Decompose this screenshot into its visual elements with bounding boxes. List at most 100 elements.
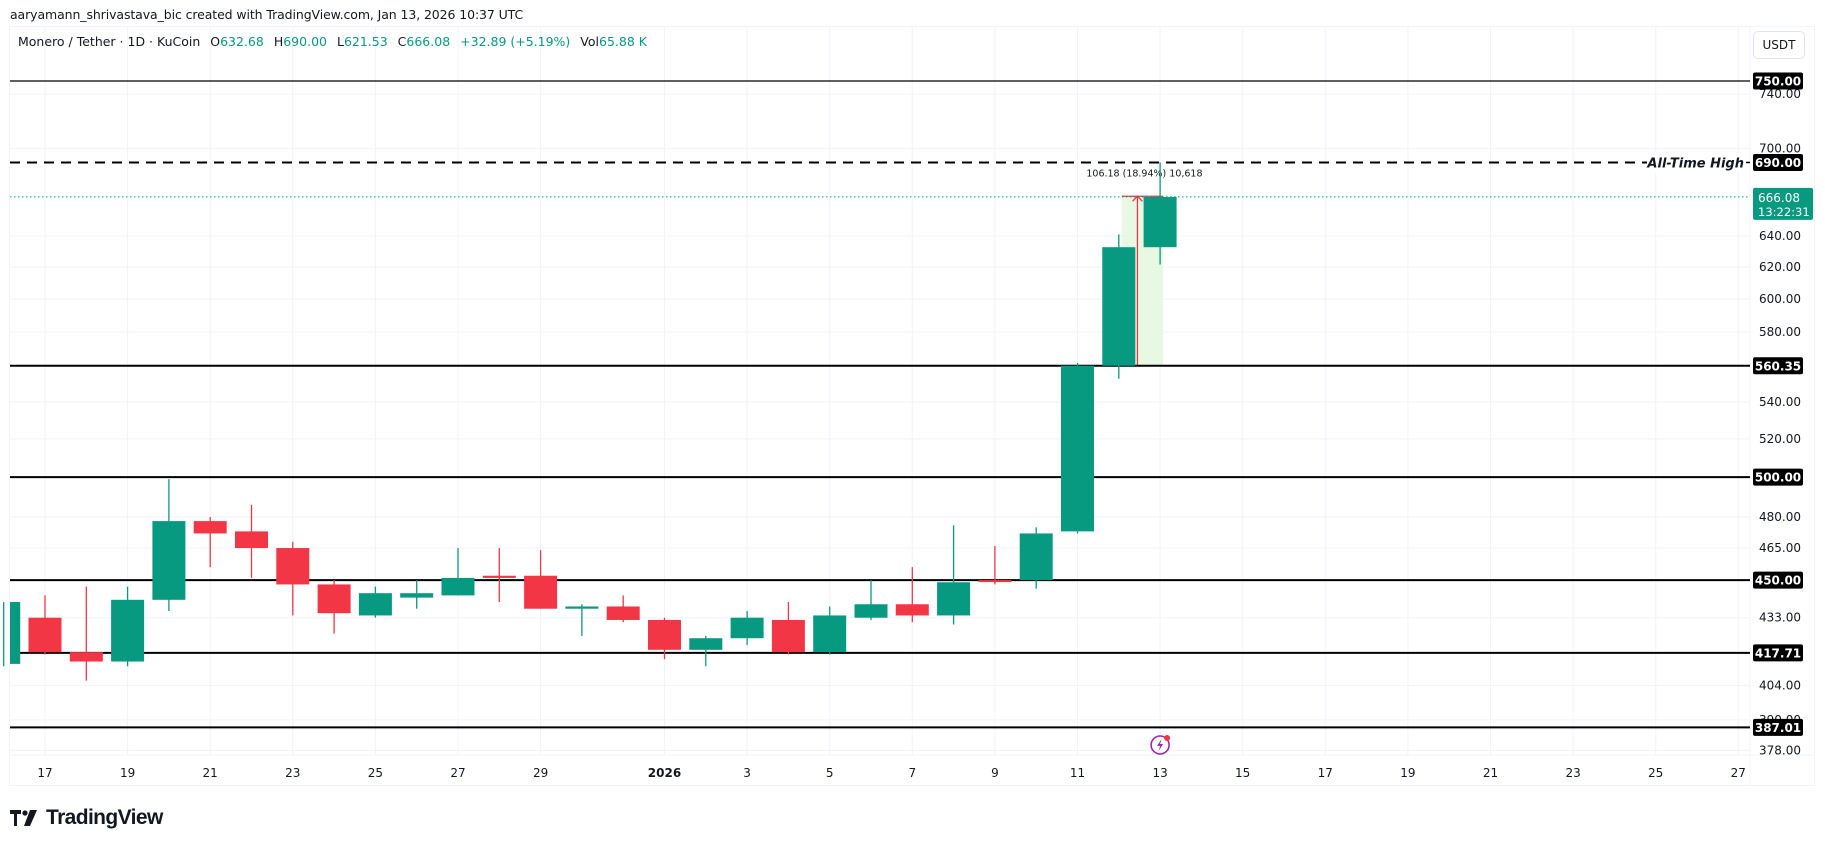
time-tick-label: 15 [1235, 766, 1250, 780]
measure-arrowhead-icon [1131, 195, 1143, 202]
time-tick-label: 21 [203, 766, 218, 780]
candle-down[interactable] [69, 586, 103, 681]
candle-down[interactable] [524, 550, 558, 609]
level-price-badge [1753, 468, 1803, 486]
brand-name: TradingView [46, 806, 163, 829]
level-price-badge-text: 750.00 [1755, 75, 1801, 89]
candle-up[interactable] [854, 580, 888, 620]
chart-attribution: aaryamann_shrivastava_bic created with T… [10, 7, 524, 22]
candle-down[interactable] [235, 504, 268, 578]
candle-up[interactable] [1019, 527, 1053, 589]
time-tick-label: 17 [1318, 766, 1333, 780]
candle-down[interactable] [771, 602, 805, 655]
candle-up[interactable] [565, 604, 599, 636]
last-price-value: 666.08 [1758, 191, 1800, 205]
event-lightning-icon[interactable] [1150, 735, 1171, 755]
candle-up[interactable] [400, 580, 434, 609]
candle-up[interactable] [813, 606, 847, 655]
time-tick-label: 29 [533, 766, 548, 780]
time-tick-label: 11 [1070, 766, 1085, 780]
candle-down[interactable] [606, 595, 640, 623]
candle-down[interactable] [482, 548, 516, 603]
all-time-high-label: All-Time High [1646, 156, 1744, 171]
time-tick-label: 9 [991, 766, 999, 780]
candle-up[interactable] [152, 479, 186, 611]
candle-down[interactable] [28, 595, 62, 655]
price-tick-label: 465.00 [1759, 541, 1801, 555]
candle-down[interactable] [895, 567, 929, 623]
time-tick-label: 27 [1731, 766, 1746, 780]
low-value: 621.53 [343, 34, 388, 49]
candle-up[interactable] [937, 525, 971, 625]
level-price-badge-text: 417.71 [1755, 646, 1801, 660]
level-price-badge [1753, 72, 1803, 90]
time-tick-label: 19 [120, 766, 135, 780]
price-tick-label: 433.00 [1759, 611, 1801, 625]
price-tick-label: 600.00 [1759, 292, 1801, 306]
candle-up[interactable] [441, 548, 475, 596]
chart-frame [9, 26, 1815, 786]
time-tick-label: 19 [1400, 766, 1415, 780]
time-tick-label: 7 [908, 766, 916, 780]
time-tick-label: 25 [1648, 766, 1663, 780]
candle-up[interactable] [3, 602, 21, 667]
time-tick-label: 27 [450, 766, 465, 780]
candle-down[interactable] [317, 580, 351, 634]
close-value: 666.08 [406, 34, 451, 49]
price-tick-label: 480.00 [1759, 510, 1801, 524]
tradingview-logo-icon [10, 810, 37, 826]
tradingview-logo[interactable]: TradingView [10, 806, 163, 830]
candle-down[interactable] [648, 617, 681, 660]
level-price-badge [1753, 718, 1803, 736]
level-price-badge [1753, 357, 1803, 375]
volume-value: 65.88 K [599, 34, 647, 49]
time-tick-label: 23 [285, 766, 300, 780]
last-price-badge [1753, 187, 1813, 220]
level-price-badge-text: 387.01 [1755, 721, 1801, 735]
level-price-badge-text: 450.00 [1755, 574, 1801, 588]
price-tick-label: 520.00 [1759, 432, 1801, 446]
measure-label: 106.18 (18.94%) 10,618 [1086, 168, 1202, 179]
price-tick-label: 620.00 [1759, 260, 1801, 274]
symbol-title[interactable]: Monero / Tether · 1D · KuCoin [18, 34, 201, 49]
level-price-badge-text: 500.00 [1755, 471, 1801, 485]
time-tick-label: 3 [743, 766, 751, 780]
level-price-badge [1753, 153, 1803, 171]
time-tick-label: 2026 [648, 766, 681, 780]
price-tick-label: 404.00 [1759, 678, 1801, 692]
level-price-badge-text: 560.35 [1755, 359, 1801, 373]
price-tick-label: 378.00 [1759, 743, 1801, 757]
price-tick-label: 540.00 [1759, 395, 1801, 409]
symbol-legend: Monero / Tether · 1D · KuCoin O632.68 H6… [18, 34, 647, 49]
candle-up[interactable] [1102, 234, 1136, 379]
high-value: 690.00 [283, 34, 327, 49]
candle-up[interactable] [730, 610, 764, 646]
change-value: +32.89 (+5.19%) [460, 34, 571, 49]
candle-up[interactable] [689, 635, 723, 667]
candle-up[interactable] [1143, 162, 1177, 265]
ath-label-bg [1650, 152, 1746, 173]
candle-up[interactable] [111, 586, 145, 667]
open-value: 632.68 [220, 34, 264, 49]
time-tick-label: 5 [826, 766, 834, 780]
candle-down[interactable] [978, 545, 1012, 585]
time-tick-label: 13 [1152, 766, 1167, 780]
currency-button[interactable]: USDT [1753, 31, 1805, 59]
candlestick-chart[interactable]: 740.00 700.00 640.00 620.00 600.00 580.00 540.… [0, 0, 1825, 800]
open-label: O [210, 34, 221, 49]
candle-up[interactable] [358, 586, 392, 618]
time-tick-label: 25 [368, 766, 383, 780]
close-label: C [397, 34, 407, 49]
low-label: L [336, 34, 344, 49]
time-tick-label: 23 [1565, 766, 1580, 780]
level-price-badge [1753, 644, 1803, 662]
price-tick-label: 700.00 [1759, 141, 1801, 155]
level-price-badge-text: 690.00 [1755, 156, 1801, 170]
bar-countdown: 13:22:31 [1758, 205, 1810, 219]
volume-label: Vol [580, 34, 599, 49]
time-tick-label: 21 [1483, 766, 1498, 780]
candle-down[interactable] [276, 541, 310, 616]
price-tick-label: 640.00 [1759, 229, 1801, 243]
candle-up[interactable] [1061, 362, 1094, 534]
candle-down[interactable] [193, 517, 227, 568]
